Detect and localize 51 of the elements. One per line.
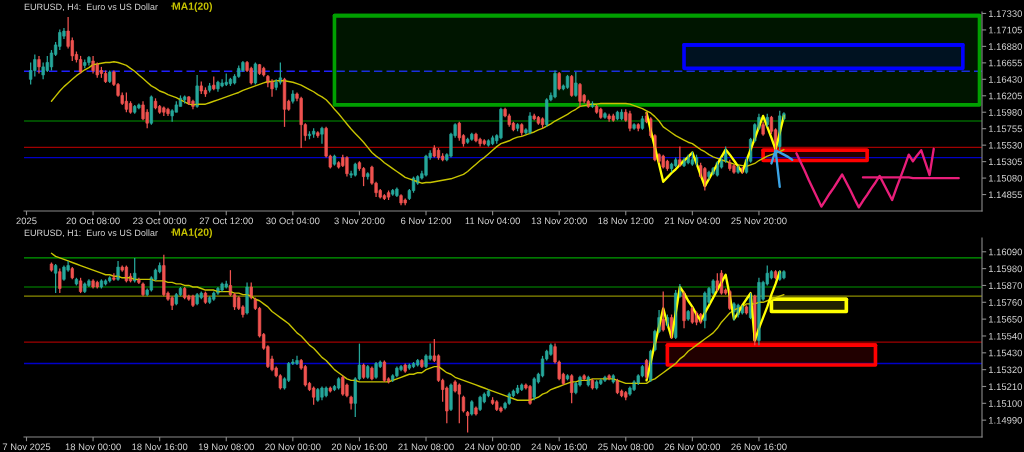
x-tick-label: 2025 xyxy=(16,217,37,225)
y-tick-label: 1.16880 xyxy=(988,43,1023,50)
x-tick-label: 13 Nov 20:00 xyxy=(531,217,587,225)
x-tick-label: 21 Nov 04:00 xyxy=(664,217,721,225)
x-tick-label: 25 Nov 08:00 xyxy=(598,443,654,451)
y-tick-label: 1.16090 xyxy=(988,248,1023,256)
x-tick-label: 20 Oct 08:00 xyxy=(66,217,120,225)
y-tick-label: 1.15755 xyxy=(988,125,1022,133)
y-tick-label: 1.15540 xyxy=(988,332,1023,340)
x-tick-label: 24 Nov 16:00 xyxy=(531,443,587,451)
chart-title: EURUSD, H1: Euro vs US Dollar xyxy=(24,229,158,238)
x-tick-label: 6 Nov 12:00 xyxy=(401,217,452,225)
x-tick-label: 24 Nov 00:00 xyxy=(464,443,521,451)
y-tick-label: 1.15760 xyxy=(988,299,1023,306)
x-tick-label: 26 Nov 00:00 xyxy=(664,443,721,451)
y-tick-label: 1.17330 xyxy=(988,10,1023,17)
y-tick-label: 1.15870 xyxy=(988,282,1023,289)
x-tick-label: 23 Oct 00:00 xyxy=(133,217,187,225)
y-tick-label: 1.14855 xyxy=(988,191,1022,199)
x-tick-label: 11 Nov 04:00 xyxy=(465,217,520,225)
y-tick-label: 1.15650 xyxy=(988,315,1023,323)
y-tick-label: 1.15100 xyxy=(988,400,1023,407)
y-tick-label: 1.15320 xyxy=(988,366,1023,374)
x-tick-label: 7 Nov 2025 xyxy=(2,443,51,451)
x-tick-label: 18 Nov 00:00 xyxy=(65,443,121,451)
x-tick-label: 18 Nov 12:00 xyxy=(598,217,654,225)
y-tick-label: 1.15530 xyxy=(988,141,1023,149)
y-tick-label: 1.16205 xyxy=(988,92,1022,100)
y-tick-label: 1.15980 xyxy=(988,109,1023,116)
x-tick-label: 18 Nov 16:00 xyxy=(132,443,188,451)
legend-label: MA1(20) xyxy=(172,2,212,12)
y-tick-label: 1.15430 xyxy=(988,349,1023,357)
y-tick-label: 1.15210 xyxy=(988,383,1023,390)
y-tick-label: 1.14990 xyxy=(988,416,1023,424)
x-tick-label: 21 Nov 08:00 xyxy=(398,443,454,451)
x-tick-label: 25 Nov 20:00 xyxy=(731,217,787,225)
x-tick-label: 30 Oct 04:00 xyxy=(266,217,320,225)
x-tick-label: 27 Oct 12:00 xyxy=(199,217,253,225)
y-tick-label: 1.17105 xyxy=(988,26,1022,34)
legend-label: MA1(20) xyxy=(172,228,212,238)
x-tick-label: 3 Nov 20:00 xyxy=(334,217,385,225)
x-tick-label: 19 Nov 08:00 xyxy=(198,443,254,451)
x-tick-label: 26 Nov 16:00 xyxy=(731,443,787,451)
y-tick-label: 1.15980 xyxy=(988,265,1023,273)
chart-title: EURUSD, H4: Euro vs US Dollar xyxy=(24,3,158,12)
y-tick-label: 1.15080 xyxy=(988,174,1023,182)
x-tick-label: 20 Nov 00:00 xyxy=(265,443,321,451)
y-tick-label: 1.16430 xyxy=(988,76,1023,83)
x-tick-label: 20 Nov 16:00 xyxy=(331,443,388,451)
y-tick-label: 1.16655 xyxy=(988,59,1022,67)
y-tick-label: 1.15305 xyxy=(988,158,1022,166)
